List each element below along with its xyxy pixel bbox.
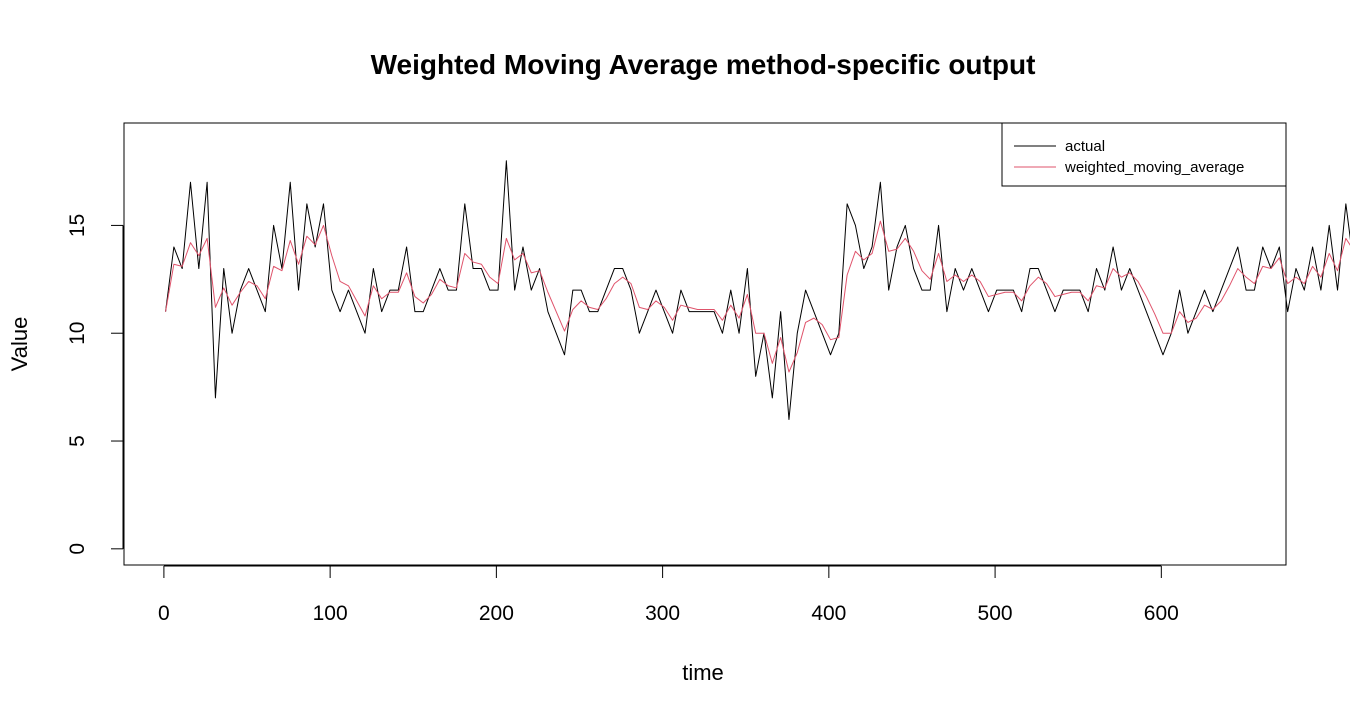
series-line-actual bbox=[165, 160, 1350, 420]
y-axis-label: Value bbox=[7, 317, 32, 372]
x-tick-label: 600 bbox=[1144, 602, 1179, 625]
x-axis: 0 100 200 300 400 500 600 bbox=[158, 565, 1179, 625]
x-tick-label: 100 bbox=[313, 602, 348, 625]
x-tick-label: 500 bbox=[978, 602, 1013, 625]
y-tick-label: 5 bbox=[66, 435, 89, 447]
series-layer bbox=[165, 160, 1350, 420]
x-tick-label: 300 bbox=[645, 602, 680, 625]
y-tick-label: 0 bbox=[66, 543, 89, 555]
legend-label-actual: actual bbox=[1065, 138, 1105, 155]
legend: actual weighted_moving_average bbox=[1001, 122, 1287, 187]
legend-box bbox=[1001, 122, 1287, 187]
chart-title: Weighted Moving Average method-specific … bbox=[371, 49, 1036, 80]
y-axis: 0 5 10 15 bbox=[66, 214, 124, 555]
plot-frame bbox=[123, 122, 1287, 566]
y-tick-label: 10 bbox=[66, 322, 89, 345]
x-tick-label: 0 bbox=[158, 602, 170, 625]
x-tick-label: 200 bbox=[479, 602, 514, 625]
x-tick-label: 400 bbox=[811, 602, 846, 625]
series-line-weighted-moving-average bbox=[165, 220, 1350, 373]
y-tick-label: 15 bbox=[66, 214, 89, 237]
x-axis-label: time bbox=[682, 660, 724, 685]
legend-label-weighted-moving-average: weighted_moving_average bbox=[1064, 159, 1244, 176]
